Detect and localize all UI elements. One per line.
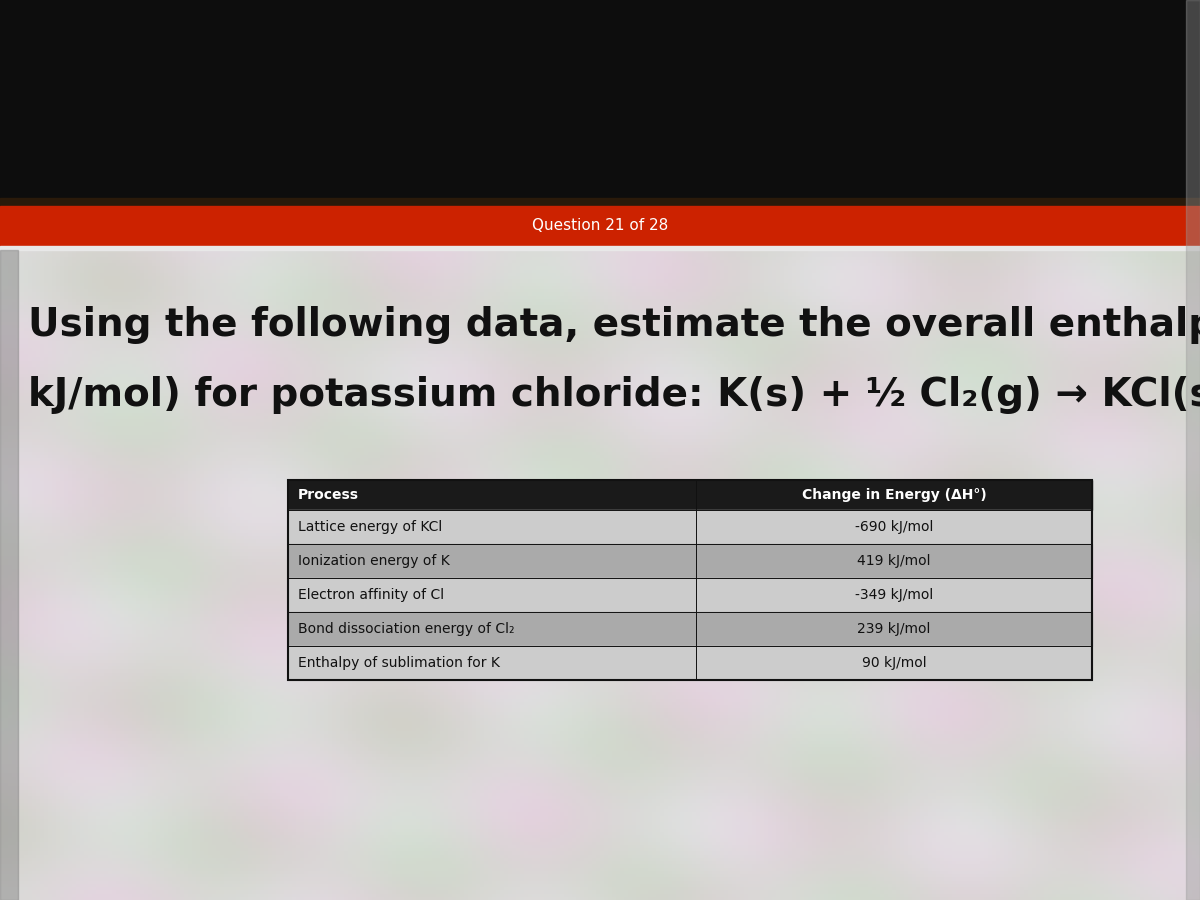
- Text: 419 kJ/mol: 419 kJ/mol: [857, 554, 931, 568]
- Text: Question 21 of 28: Question 21 of 28: [532, 219, 668, 233]
- Bar: [288, 544, 1092, 578]
- Text: Lattice energy of KCl: Lattice energy of KCl: [298, 520, 443, 534]
- Text: 239 kJ/mol: 239 kJ/mol: [857, 622, 931, 636]
- Bar: [288, 646, 1092, 680]
- Bar: [288, 510, 1092, 544]
- Text: Process: Process: [298, 488, 359, 502]
- Text: Change in Energy (ΔH°): Change in Energy (ΔH°): [802, 488, 986, 502]
- Text: Bond dissociation energy of Cl₂: Bond dissociation energy of Cl₂: [298, 622, 515, 636]
- Bar: [0, 198, 1200, 206]
- Bar: [288, 612, 1092, 646]
- Bar: [288, 480, 1092, 510]
- Text: 90 kJ/mol: 90 kJ/mol: [862, 656, 926, 670]
- Text: Using the following data, estimate the overall enthalpy of formation (in: Using the following data, estimate the o…: [28, 306, 1200, 344]
- Bar: [288, 480, 1092, 680]
- Bar: [0, 250, 18, 900]
- Bar: [0, 206, 1200, 246]
- Bar: [0, 0, 1200, 198]
- Text: -349 kJ/mol: -349 kJ/mol: [854, 588, 934, 602]
- Text: -690 kJ/mol: -690 kJ/mol: [854, 520, 934, 534]
- Text: Ionization energy of K: Ionization energy of K: [298, 554, 450, 568]
- Bar: [0, 250, 1200, 900]
- Bar: [0, 246, 1200, 250]
- Bar: [1186, 0, 1200, 900]
- Text: Electron affinity of Cl: Electron affinity of Cl: [298, 588, 444, 602]
- Bar: [288, 578, 1092, 612]
- Text: kJ/mol) for potassium chloride: K(s) + ½ Cl₂(g) → KCl(s).: kJ/mol) for potassium chloride: K(s) + ½…: [28, 376, 1200, 414]
- Text: Enthalpy of sublimation for K: Enthalpy of sublimation for K: [298, 656, 500, 670]
